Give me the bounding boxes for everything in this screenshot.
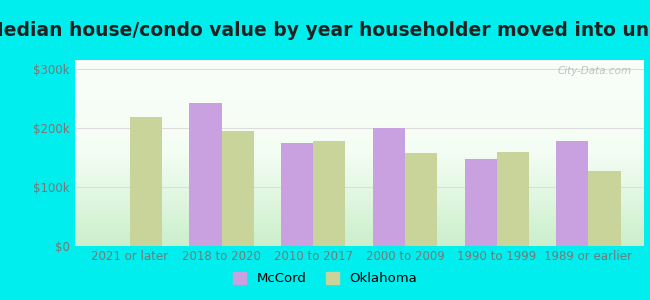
Bar xyxy=(556,141,588,246)
Bar xyxy=(497,152,529,246)
Bar xyxy=(222,131,254,246)
Text: City-Data.com: City-Data.com xyxy=(558,66,632,76)
Bar xyxy=(588,171,621,246)
Bar xyxy=(405,153,437,246)
Bar xyxy=(281,143,313,246)
Bar xyxy=(130,117,162,246)
Text: Median house/condo value by year householder moved into unit: Median house/condo value by year househo… xyxy=(0,21,650,40)
Bar xyxy=(373,128,405,246)
Legend: McCord, Oklahoma: McCord, Oklahoma xyxy=(227,266,422,290)
Bar xyxy=(465,159,497,246)
Bar xyxy=(189,103,222,246)
Bar xyxy=(313,141,345,246)
